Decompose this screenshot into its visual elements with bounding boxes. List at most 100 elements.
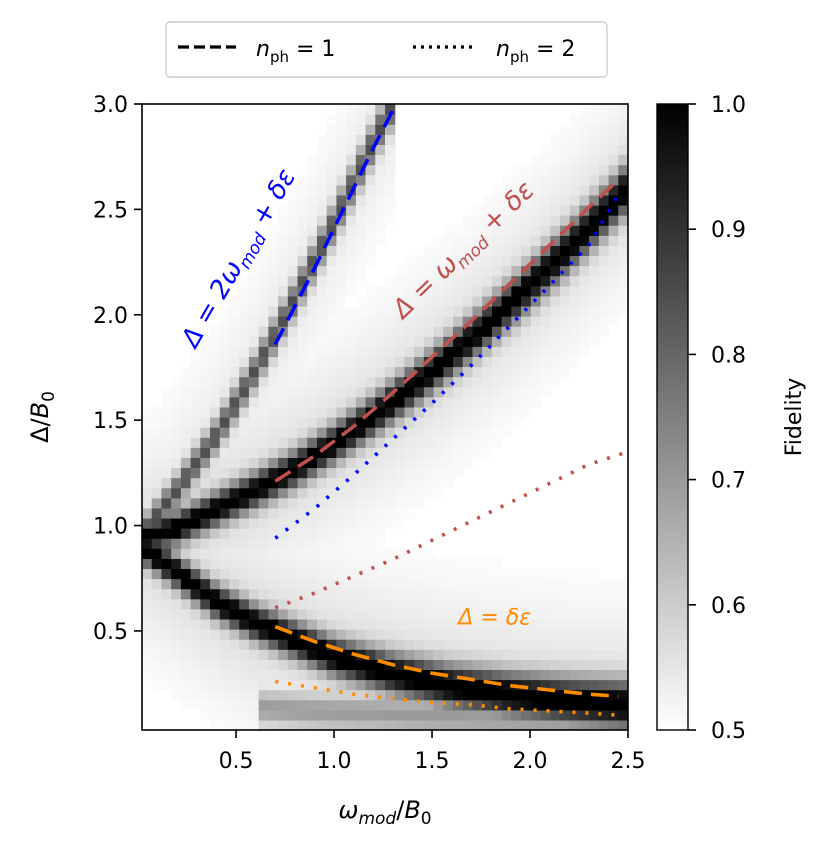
heatmap-cell <box>375 235 386 246</box>
heatmap-cell <box>161 417 172 428</box>
heatmap-cell <box>453 376 464 388</box>
heatmap-cell <box>307 618 318 630</box>
heatmap-cell <box>180 659 192 671</box>
heatmap-cell <box>229 558 240 570</box>
heatmap-cell <box>278 558 289 570</box>
heatmap-cell <box>346 174 357 186</box>
heatmap-cell <box>472 588 483 600</box>
heatmap-cell <box>550 639 561 650</box>
heatmap-cell <box>559 235 571 246</box>
heatmap-cell <box>559 285 571 297</box>
heatmap-cell <box>190 538 201 549</box>
annotation-orange: Δ = δε <box>456 606 531 631</box>
heatmap-cell <box>180 517 192 529</box>
heatmap-cell <box>501 396 512 408</box>
series-blue-n-ph-2 <box>274 193 620 540</box>
heatmap-cell <box>472 659 483 671</box>
heatmap-cell <box>229 608 240 620</box>
heatmap-cell <box>346 517 357 529</box>
heatmap-cell <box>219 406 231 418</box>
heatmap-cell <box>569 114 580 125</box>
heatmap-cell <box>404 689 415 701</box>
x-tick-label: 1.5 <box>415 749 450 774</box>
heatmap-cell <box>180 467 192 479</box>
heatmap-cell <box>385 457 396 469</box>
heatmap-cell <box>491 406 503 418</box>
heatmap-cell <box>559 669 571 681</box>
heatmap-cell <box>394 719 406 730</box>
heatmap-cell <box>608 255 619 267</box>
heatmap-cell <box>472 669 483 681</box>
heatmap-cell <box>385 326 396 337</box>
heatmap-cell <box>414 275 425 287</box>
heatmap-cell <box>375 104 386 115</box>
heatmap-cell <box>346 265 357 277</box>
heatmap-cell <box>550 719 561 730</box>
heatmap-cell <box>180 437 192 448</box>
heatmap-cell <box>239 447 250 458</box>
heatmap-cell <box>316 174 328 186</box>
heatmap-cell <box>190 629 201 640</box>
heatmap-cell <box>559 608 571 620</box>
heatmap-cell <box>336 548 347 559</box>
heatmap-cell <box>501 204 512 216</box>
heatmap-cell <box>287 709 299 721</box>
heatmap-cell <box>287 538 299 549</box>
heatmap-cell <box>142 517 153 529</box>
heatmap-cell <box>151 437 163 448</box>
heatmap-cell <box>336 437 347 448</box>
heatmap-cell <box>530 305 542 317</box>
heatmap-cell <box>530 194 542 206</box>
heatmap-cell <box>287 275 299 287</box>
heatmap-cell <box>482 376 493 388</box>
heatmap-cell <box>365 204 376 216</box>
heatmap-cell <box>569 134 580 145</box>
heatmap-cell <box>385 699 396 711</box>
heatmap-cell <box>423 406 435 418</box>
heatmap-cell <box>316 578 328 590</box>
heatmap-cell <box>336 477 347 489</box>
heatmap-cell <box>268 528 279 539</box>
heatmap-cell <box>297 366 308 378</box>
heatmap-cell <box>278 548 289 559</box>
heatmap-cell <box>375 346 386 358</box>
heatmap-cell <box>482 285 493 297</box>
heatmap-cell <box>297 699 308 711</box>
heatmap-cell <box>569 215 580 226</box>
heatmap-cell <box>414 437 425 448</box>
heatmap-cell <box>579 326 590 337</box>
heatmap-cell <box>511 305 522 317</box>
heatmap-cell <box>414 396 425 408</box>
heatmap-cell <box>151 406 163 418</box>
heatmap-cell <box>550 194 561 206</box>
heatmap-cell <box>559 204 571 216</box>
heatmap-cell <box>316 538 328 549</box>
heatmap-cell <box>550 215 561 226</box>
heatmap-cell <box>608 164 619 176</box>
heatmap-cell <box>559 326 571 337</box>
heatmap-cell <box>190 376 201 388</box>
heatmap-cell <box>287 639 299 650</box>
heatmap-cell <box>598 124 610 135</box>
heatmap-cell <box>530 618 542 630</box>
heatmap-cell <box>151 447 163 458</box>
heatmap-cell <box>316 305 328 317</box>
heatmap-cell <box>210 467 221 479</box>
heatmap-cell <box>316 417 328 428</box>
heatmap-cell <box>248 598 260 610</box>
heatmap-cell <box>462 578 474 590</box>
heatmap-cell <box>355 588 367 600</box>
heatmap-cell <box>171 558 182 570</box>
heatmap-cell <box>550 618 561 630</box>
heatmap-cell <box>248 578 260 590</box>
heatmap-cell <box>210 437 221 448</box>
heatmap-cell <box>569 154 580 166</box>
heatmap-cell <box>297 215 308 226</box>
heatmap-cell <box>491 598 503 610</box>
heatmap-cell <box>482 669 493 681</box>
heatmap-cell <box>278 598 289 610</box>
heatmap-cell <box>443 669 454 681</box>
heatmap-cell <box>200 366 211 378</box>
heatmap-cell <box>482 417 493 428</box>
